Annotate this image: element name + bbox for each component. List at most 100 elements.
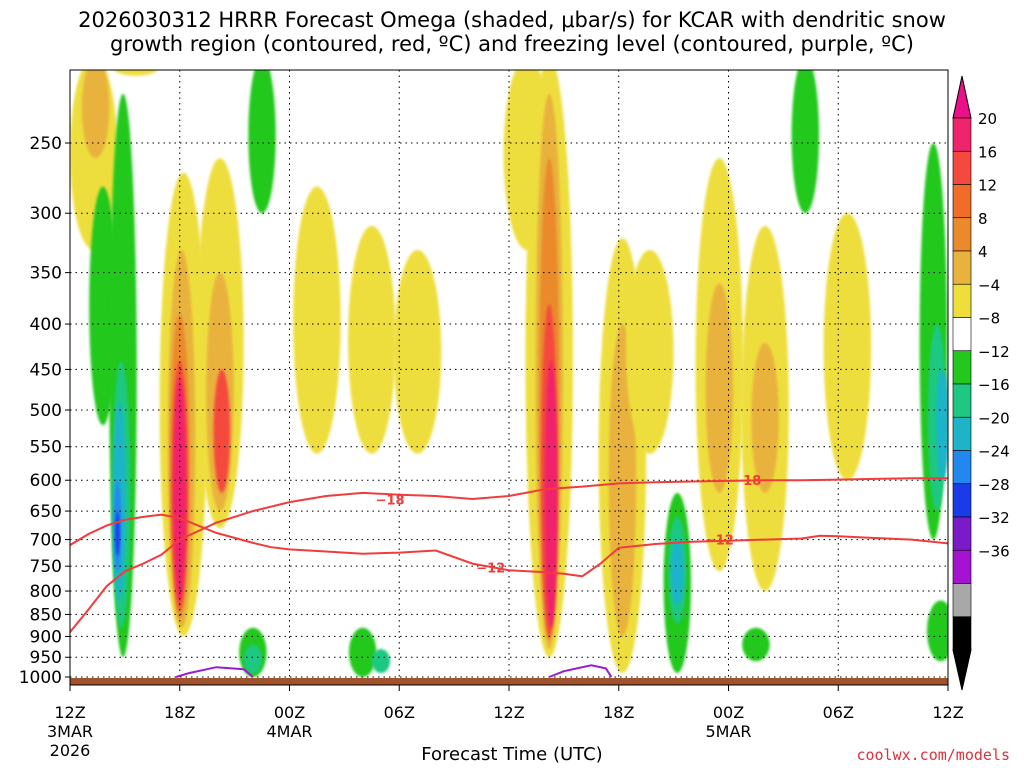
- omega-cell-down_8_12-24: [371, 649, 391, 674]
- colorbar-label-8: −16: [978, 376, 1010, 394]
- omega-cell-down_4_8-23: [348, 627, 377, 677]
- omega-cell-down_4_8-41: [791, 70, 820, 214]
- omega-cell-up_4_8-8: [113, 70, 158, 76]
- y-tick-label-550: 550: [30, 438, 62, 458]
- contour-label-0-0: −18: [376, 494, 405, 509]
- omega-shading: [70, 70, 948, 677]
- y-tick-label-300: 300: [30, 204, 62, 224]
- colorbar-label-10: −24: [978, 443, 1010, 461]
- colorbar-label-13: −36: [978, 542, 1010, 560]
- x-tick-label-36: 00Z: [713, 703, 744, 722]
- x-tick-label-12: 00Z: [274, 703, 305, 722]
- colorbar-label-12: −32: [978, 509, 1010, 527]
- omega-cell-up_8_12-1: [81, 70, 110, 159]
- contour-line-3: [548, 664, 613, 678]
- x-tick-label-42: 06Z: [823, 703, 854, 722]
- omega-cell-up_4_8-20: [393, 249, 442, 454]
- colorbar-swatch-2: [952, 184, 972, 219]
- colorbar-swatch-6: [952, 317, 972, 352]
- credit-link[interactable]: coolwx.com/models: [856, 746, 1010, 764]
- colorbar-label-3: 8: [978, 210, 988, 228]
- omega-cell-down_20_24-7: [115, 511, 120, 556]
- x-tick-sublabel-0: 3MAR: [47, 722, 93, 741]
- colorbar-label-4: 4: [978, 243, 988, 261]
- omega-cell-down_12_16-36: [670, 539, 684, 606]
- chart-title-line-2: growth region (contoured, red, ºC) and f…: [110, 32, 914, 56]
- colorbar-swatch-8: [952, 383, 972, 418]
- omega-cell-up_16_20-16: [213, 369, 231, 493]
- colorbar-swatch-1: [952, 150, 972, 185]
- omega-cell-down_4_8-43: [742, 627, 770, 662]
- y-tick-label-350: 350: [30, 264, 62, 284]
- colorbar-label-1: 16: [978, 143, 997, 161]
- y-tick-label-700: 700: [30, 531, 62, 551]
- y-axis: 2503003504004505005506006507007508008509…: [19, 134, 70, 688]
- y-tick-label-650: 650: [30, 502, 62, 522]
- omega-cell-up_4_8-42: [823, 213, 872, 481]
- x-tick-label-18: 06Z: [384, 703, 415, 722]
- colorbar-bottom-arrow: [952, 649, 972, 691]
- y-tick-label-950: 950: [30, 648, 62, 668]
- omega-cell-up_8_12-40: [751, 342, 779, 493]
- y-tick-label-600: 600: [30, 471, 62, 491]
- omega-cell-down_12_16-46: [936, 369, 948, 481]
- isotherm-contours: −18 −18 −12 −12: [70, 474, 948, 678]
- y-tick-label-900: 900: [30, 627, 62, 647]
- terrain-band: [70, 678, 948, 685]
- contour-label-1-0: −12: [476, 562, 505, 577]
- y-tick-label-850: 850: [30, 605, 62, 625]
- contour-line-1: [70, 513, 948, 578]
- colorbar-label-0: 20: [978, 110, 997, 128]
- y-tick-label-750: 750: [30, 557, 62, 577]
- y-tick-label-500: 500: [30, 401, 62, 421]
- colorbar-label-9: −20: [978, 409, 1010, 427]
- colorbar-swatch-14: [952, 583, 972, 618]
- colorbar-swatch-12: [952, 516, 972, 551]
- omega-cell-up_4_8-19: [348, 225, 396, 454]
- x-tick-label-6: 18Z: [164, 703, 195, 722]
- y-tick-label-400: 400: [30, 315, 62, 335]
- colorbar-label-7: −12: [978, 343, 1010, 361]
- colorbar-swatch-9: [952, 416, 972, 451]
- x-tick-label-30: 18Z: [603, 703, 634, 722]
- chart-title-line-1: 2026030312 HRRR Forecast Omega (shaded, …: [78, 8, 946, 32]
- contour-label-0-1: −18: [732, 474, 761, 489]
- x-tick-label-0: 12Z: [54, 703, 85, 722]
- colorbar-label-6: −8: [978, 310, 1000, 328]
- colorbar-swatch-11: [952, 483, 972, 518]
- colorbar-swatch-0: [952, 117, 972, 152]
- terrain-ground: [70, 678, 948, 685]
- colorbar-swatch-3: [952, 217, 972, 252]
- colorbar-label-11: −28: [978, 476, 1010, 494]
- x-tick-label-48: 12Z: [932, 703, 963, 722]
- x-tick-label-24: 12Z: [493, 703, 524, 722]
- colorbar-swatch-15: [952, 616, 972, 651]
- omega-cell-up_4_8-33: [626, 249, 674, 454]
- omega-cell-up_20-30: [544, 360, 558, 628]
- colorbar-legend: 20 16 12 8 4 −4 −8 −12 −16 −20 −24 −28 −32 −36: [952, 75, 1010, 691]
- colorbar-swatch-13: [952, 549, 972, 584]
- colorbar-swatch-4: [952, 250, 972, 285]
- omega-cell-up_8_12-38: [705, 283, 734, 493]
- omega-cell-down_4_8-17: [248, 70, 276, 214]
- grid-lines: [69, 70, 949, 685]
- x-tick-sublabel-12: 4MAR: [266, 722, 312, 741]
- y-tick-label-450: 450: [30, 360, 62, 380]
- y-tick-label-250: 250: [30, 134, 62, 154]
- colorbar-label-2: 12: [978, 177, 997, 195]
- contour-label-1-1: −12: [705, 534, 734, 549]
- omega-cell-down_8_12-22: [243, 644, 263, 674]
- colorbar-swatch-10: [952, 450, 972, 485]
- contour-line-2: [175, 666, 254, 678]
- x-axis-title: Forecast Time (UTC): [421, 744, 603, 765]
- x-tick-sublabel-36: 5MAR: [705, 722, 751, 741]
- omega-cell-down_4_8-47: [926, 600, 948, 662]
- colorbar-swatch-7: [952, 350, 972, 385]
- colorbar-swatch-5: [952, 283, 972, 318]
- contour-line-0: [70, 477, 948, 633]
- y-tick-label-1000: 1000: [19, 668, 62, 688]
- omega-cell-up_4_8-18: [293, 186, 341, 454]
- x-tick-year-0: 2026: [50, 741, 91, 760]
